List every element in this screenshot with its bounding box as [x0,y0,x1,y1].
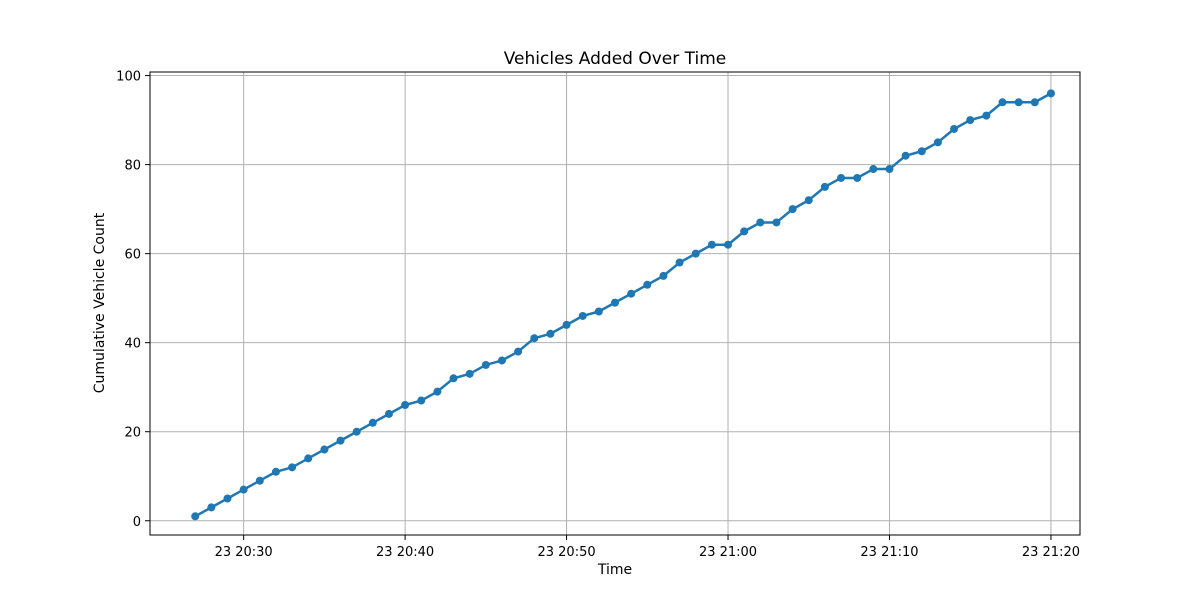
series-layer [191,89,1055,521]
data-point [271,467,280,476]
data-point [497,356,506,365]
data-point [401,401,410,409]
y-tick-label: 0 [133,515,141,530]
data-point [998,98,1007,107]
data-point [691,249,700,258]
y-tick-label: 80 [124,159,141,174]
data-point [514,347,523,356]
data-point [433,387,442,396]
axis-ticks: 23 20:30 23 20:40 23 20:50 23 21:00 23 21:10… [116,70,1080,560]
data-point [950,124,959,133]
x-tick-label: 23 21:20 [1022,545,1080,560]
y-tick-label: 100 [116,70,141,85]
data-point [1014,98,1023,107]
data-point [885,165,894,174]
data-point [530,334,539,343]
data-point [594,307,603,316]
data-point [933,138,942,147]
data-point [1030,98,1039,107]
data-point [820,182,829,191]
data-point [837,173,846,182]
data-point [546,329,555,338]
data-point [239,485,248,494]
x-tick-label: 23 20:40 [376,545,434,560]
data-point [562,320,571,329]
y-axis-label: Cumulative Vehicle Count [92,212,108,393]
y-tick-label: 40 [124,337,141,352]
x-axis-label: Time [597,562,632,578]
data-point [288,463,297,472]
data-point [707,240,716,249]
data-point [788,205,797,214]
data-point [417,396,426,405]
data-point [869,165,878,174]
y-tick-label: 20 [124,426,141,441]
data-point [578,311,587,320]
chart-title: Vehicles Added Over Time [504,49,727,69]
data-point [304,454,313,463]
data-point [982,111,991,120]
data-point [255,476,264,485]
data-point [384,409,393,418]
data-point [675,258,684,267]
data-point [191,512,200,521]
data-point [481,360,490,369]
data-point [449,374,458,383]
data-point [465,369,474,378]
grid-lines [150,72,1080,535]
data-point [853,173,862,182]
x-tick-label: 23 21:00 [699,545,757,560]
data-point [901,151,910,160]
data-point [1046,89,1055,98]
data-point [643,280,652,289]
data-point [223,494,232,503]
x-tick-label: 23 20:30 [215,545,273,560]
data-point [207,503,216,512]
data-point [659,271,668,280]
data-point [756,218,765,227]
data-point [917,147,926,156]
data-point [368,418,377,427]
x-tick-label: 23 20:50 [537,545,595,560]
x-tick-label: 23 21:10 [860,545,918,560]
y-tick-label: 60 [124,248,141,263]
data-point [611,298,619,307]
data-point [320,445,329,454]
plot-area-frame [149,71,1081,536]
data-point [966,116,975,125]
data-point [804,196,813,205]
data-point [740,227,749,236]
data-point [352,427,361,436]
data-point [627,289,636,298]
data-point [724,240,733,249]
data-point [772,218,781,227]
data-point [336,436,345,445]
